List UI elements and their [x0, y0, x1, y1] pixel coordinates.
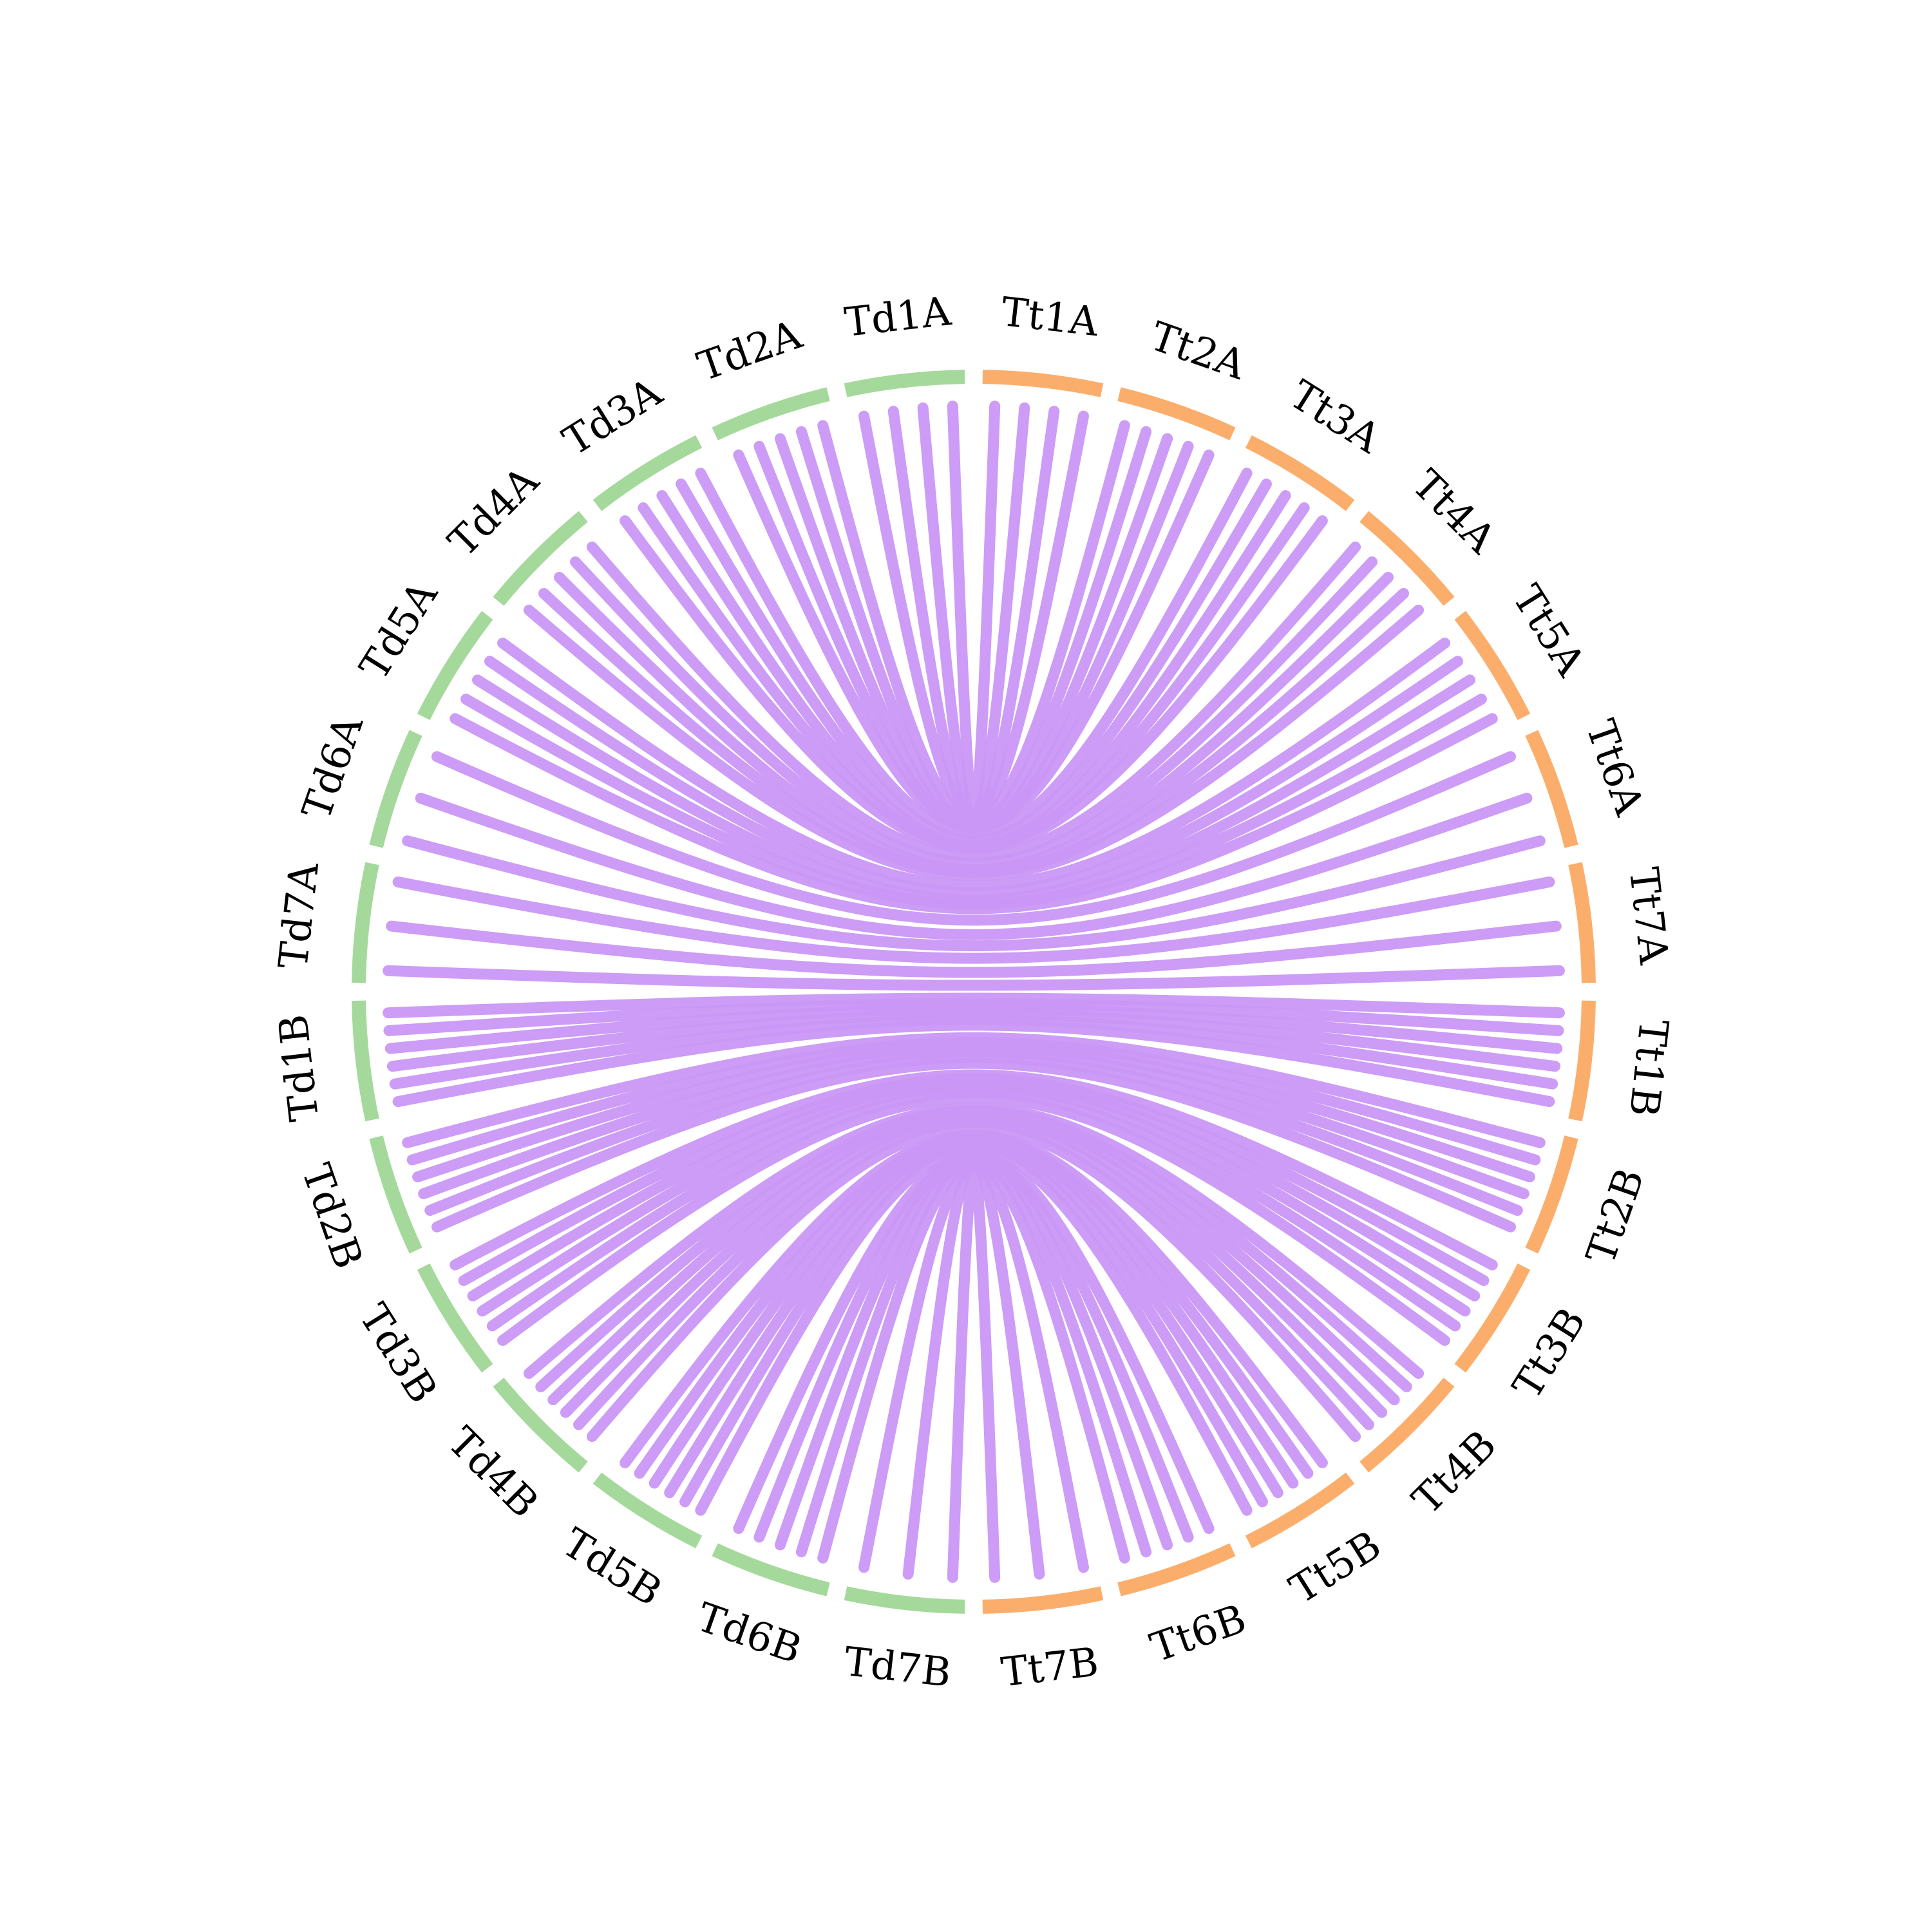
chromosome-label-tt4b: Tt4B: [1403, 1421, 1506, 1524]
chromosome-label-td7a: Td7A: [269, 859, 328, 971]
chromosome-label-td1a: Td1A: [842, 287, 954, 346]
synteny-link-td2b-tt2b: [424, 1052, 1523, 1216]
chromosome-label-tt2a: Tt2A: [1144, 312, 1252, 389]
chromosome-arc-tt1b: [1568, 1000, 1596, 1122]
synteny-link-td2b-tt2b: [402, 1032, 1546, 1148]
synteny-link-td4a-tt4a: [554, 572, 1394, 875]
chromosome-label-tt7b: Tt7B: [999, 1638, 1101, 1696]
synteny-link-td6b-tt6b: [733, 1150, 1215, 1534]
synteny-link-td7b-tt7b: [858, 1161, 1089, 1573]
chromosome-label-tt6b: Tt6B: [1144, 1595, 1252, 1671]
chromosome-label-tt5a: Tt5A: [1503, 577, 1595, 685]
chromosome-arc-tt5b: [1245, 1472, 1355, 1549]
chromosome-label-tt1a: Tt1A: [999, 288, 1101, 345]
chromosome-label-td6b: Td6B: [691, 1593, 808, 1673]
synteny-link-td7a-tt7a: [392, 876, 1555, 964]
chromosome-arc-tt7b: [982, 1586, 1104, 1614]
chromosome-arc-td1b: [352, 1000, 379, 1122]
synteny-link-td1a-tt1a: [947, 401, 1001, 819]
chromosome-label-td3a: Td3A: [554, 368, 670, 464]
chromosome-label-td5a: Td5A: [350, 572, 447, 688]
chromosome-arc-td6b: [712, 1543, 830, 1596]
chromosome-label-td4b: Td4B: [439, 1417, 547, 1526]
synteny-link-td1b-tt1b: [392, 1019, 1555, 1107]
chromosome-arc-tt5a: [1454, 611, 1531, 721]
chromosome-arc-tt6a: [1525, 730, 1578, 848]
chromosome-arc-td3a: [592, 435, 703, 511]
chromosome-arc-td5b: [592, 1472, 703, 1549]
chromosome-label-td3b: Td3B: [350, 1296, 447, 1411]
chromosome-arc-td3b: [417, 1263, 493, 1373]
synteny-link-td3b-tt3b: [486, 1086, 1461, 1332]
chromosome-arc-tt4a: [1359, 511, 1455, 606]
synteny-link-td3a-tt3a: [695, 468, 1253, 840]
synteny-link-td7a-tt7a: [386, 920, 1562, 978]
chromosome-arc-tt6b: [1117, 1543, 1236, 1596]
chromosome-label-tt1b: Tt1B: [1620, 1017, 1678, 1119]
chromosome-label-td4a: Td4A: [439, 457, 548, 565]
chromosome-label-tt6a: Tt6A: [1577, 714, 1653, 822]
synteny-link-td3b-tt3b: [450, 1069, 1498, 1271]
synteny-link-td5a-tt5a: [484, 656, 1463, 898]
synteny-link-td4a-tt4a: [586, 541, 1361, 862]
chromosome-label-tt3a: Tt3A: [1282, 371, 1389, 462]
chromosome-arc-tt3b: [1454, 1263, 1531, 1373]
synteny-link-td2a-tt2a: [817, 420, 1130, 825]
chromosome-label-tt2b: Tt2B: [1577, 1162, 1653, 1270]
synteny-link-td5a-tt5a: [472, 674, 1475, 905]
chromosome-label-tt7a: Tt7A: [1620, 865, 1678, 967]
chromosome-arc-td1a: [844, 370, 965, 397]
synteny-link-td3a-tt3a: [676, 478, 1272, 846]
synteny-link-td6a-tt6a: [431, 751, 1516, 926]
synteny-link-td4b-tt4b: [523, 1103, 1425, 1379]
synteny-link-td1b-tt1b: [389, 1014, 1558, 1090]
chromosome-arc-tt3a: [1245, 435, 1355, 511]
synteny-link-td5b-tt5b: [620, 1130, 1328, 1468]
synteny-link-td6a-tt6a: [402, 835, 1546, 952]
chromosome-arc-tt4b: [1359, 1378, 1455, 1473]
chromosome-arc-td4a: [493, 511, 588, 606]
chromosome-label-td7b: Td7B: [842, 1638, 953, 1696]
synteny-link-td4a-tt4a: [570, 556, 1378, 869]
chromosome-arc-td7a: [352, 862, 379, 983]
chromosome-arc-td2a: [712, 387, 830, 440]
chromosome-arc-tt2b: [1525, 1135, 1578, 1254]
synteny-link-td7a-tt7a: [383, 965, 1565, 991]
synteny-link-td1b-tt1b: [383, 992, 1565, 1019]
chromosome-ideogram-ring: [352, 370, 1596, 1614]
chromosome-label-tt5b: Tt5B: [1282, 1521, 1389, 1613]
chromosome-arc-tt7a: [1568, 862, 1596, 983]
chromosome-arc-td6a: [369, 730, 422, 848]
chromosome-arc-td2b: [369, 1135, 422, 1254]
chromosome-arc-td7b: [844, 1586, 965, 1614]
chromosome-arc-tt1a: [982, 370, 1104, 397]
chromosome-label-tt3b: Tt3B: [1503, 1300, 1595, 1407]
chromosome-label-td1b: Td1B: [269, 1012, 328, 1124]
chromosome-arc-td5a: [417, 611, 493, 721]
chromosome-label-tt4a: Tt4A: [1403, 460, 1506, 563]
synteny-link-td3b-tt3b: [497, 1092, 1450, 1346]
synteny-link-td6a-tt6a: [415, 792, 1533, 940]
chromosome-arc-tt2a: [1117, 387, 1236, 440]
chromosome-arc-td4b: [493, 1378, 588, 1473]
chromosome-label-td5b: Td5B: [554, 1519, 670, 1615]
synteny-link-td2b-tt2b: [431, 1057, 1516, 1233]
chromosome-label-td2b: Td2B: [292, 1158, 372, 1274]
synteny-link-td7b-tt7b: [947, 1164, 1001, 1583]
chromosome-label-td6a: Td6A: [292, 708, 372, 825]
synteny-links: [383, 401, 1565, 1583]
chromosome-label-td2a: Td2A: [692, 310, 808, 390]
synteny-link-td3a-tt3a: [656, 490, 1291, 851]
synteny-link-td5a-tt5a: [497, 638, 1450, 891]
